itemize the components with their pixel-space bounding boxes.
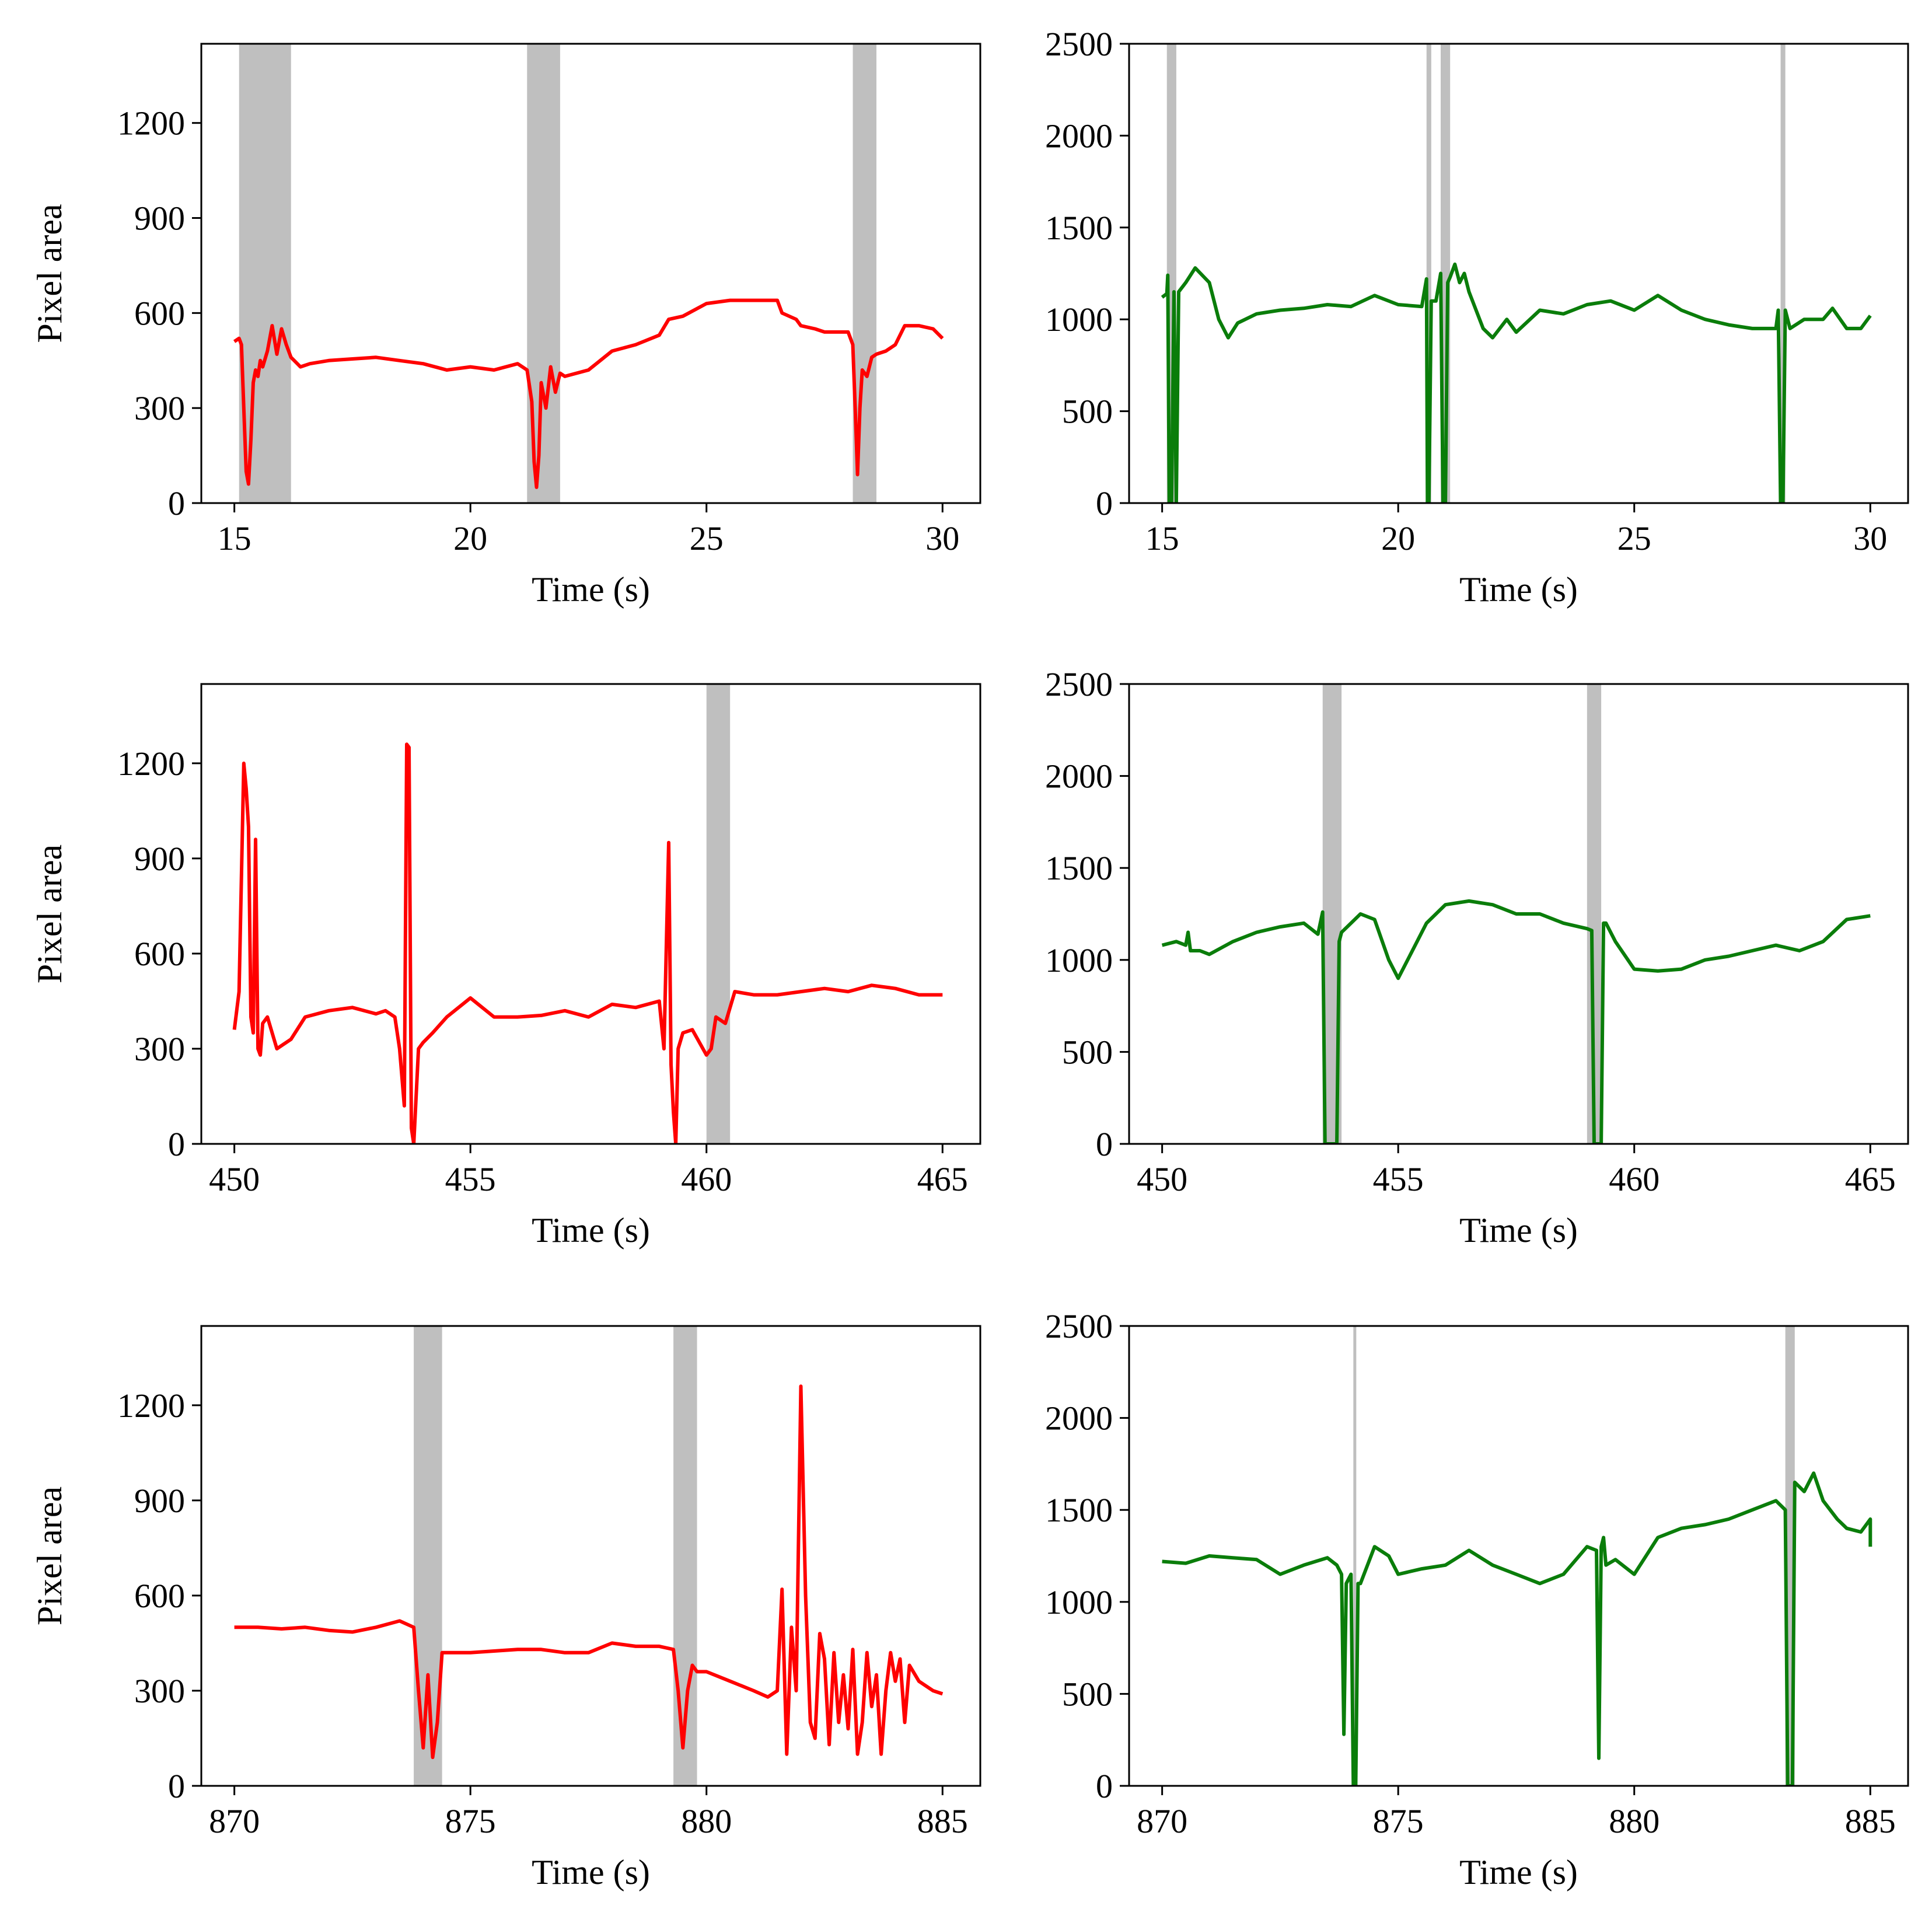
series-line-red <box>234 1384 944 1760</box>
y-tick-label: 1000 <box>1045 941 1113 979</box>
y-tick-label: 500 <box>1062 1675 1113 1713</box>
x-axis-label: Time (s) <box>532 1211 650 1250</box>
x-tick-label: 20 <box>453 519 487 557</box>
y-tick-label: 2500 <box>1045 25 1113 63</box>
series-line-green <box>1161 899 1871 1144</box>
x-tick-label: 885 <box>917 1802 968 1840</box>
x-tick-label: 25 <box>690 519 724 557</box>
y-tick-label: 1200 <box>117 104 185 142</box>
axes-frame <box>1128 43 1909 504</box>
y-tick-label: 2000 <box>1045 758 1113 795</box>
shaded-intervals <box>1353 1326 1795 1786</box>
y-tick-label: 600 <box>134 935 185 973</box>
y-tick-label: 600 <box>134 294 185 332</box>
x-tick-label: 875 <box>1373 1802 1424 1840</box>
x-tick-label: 880 <box>1609 1802 1660 1840</box>
shaded-interval-0 <box>239 44 291 503</box>
x-tick-label: 875 <box>445 1802 496 1840</box>
axes-frame <box>200 43 981 504</box>
shaded-interval-1 <box>1426 44 1431 503</box>
y-tick-label: 0 <box>1096 1125 1113 1163</box>
x-tick-label: 455 <box>445 1160 496 1198</box>
x-tick-label: 870 <box>209 1802 260 1840</box>
y-tick-label: 300 <box>134 1030 185 1068</box>
y-tick-label: 0 <box>168 484 185 522</box>
y-tick-label: 2000 <box>1045 117 1113 155</box>
y-axis-label: Pixel area <box>30 844 69 983</box>
x-tick-label: 880 <box>681 1802 732 1840</box>
axes-frame <box>1128 683 1909 1145</box>
x-tick-label: 30 <box>1853 519 1887 557</box>
x-tick-label: 455 <box>1373 1160 1424 1198</box>
series-line-green <box>1161 262 1872 503</box>
x-tick-label: 20 <box>1381 519 1415 557</box>
series-line-red <box>232 742 943 1144</box>
y-tick-label: 500 <box>1062 393 1113 431</box>
x-tick-label: 465 <box>917 1160 968 1198</box>
x-tick-label: 870 <box>1137 1802 1187 1840</box>
y-tick-label: 300 <box>134 389 185 427</box>
x-axis-label: Time (s) <box>1459 1211 1578 1250</box>
chart-panel-row3-right: 870 875 880 885 0 500 1000 1500 2000 2500 Time (s) <box>1045 1307 1909 1891</box>
x-tick-label: 450 <box>1137 1160 1187 1198</box>
x-tick-label: 460 <box>681 1160 732 1198</box>
x-tick-label: 460 <box>1609 1160 1660 1198</box>
chart-panel-row2-left: 450 455 460 465 0 300 600 900 1200 Time (s) Pixel … <box>30 683 981 1250</box>
x-axis-label: Time (s) <box>532 570 650 609</box>
y-tick-label: 900 <box>134 840 185 878</box>
shaded-interval-3 <box>1780 44 1786 503</box>
y-tick-label: 900 <box>134 200 185 238</box>
y-tick-label: 2500 <box>1045 665 1113 703</box>
shaded-intervals <box>1166 44 1786 503</box>
y-tick-label: 1200 <box>117 745 185 783</box>
y-axis-label: Pixel area <box>30 1486 69 1625</box>
y-tick-label: 600 <box>134 1577 185 1615</box>
y-tick-label: 300 <box>134 1672 185 1710</box>
x-axis-label: Time (s) <box>1459 570 1578 609</box>
series-line-green <box>1162 1471 1872 1786</box>
y-tick-label: 900 <box>134 1482 185 1520</box>
chart-panel-row1-right: 15 20 25 30 0 500 1000 1500 2000 2500 Time (s) <box>1045 25 1909 609</box>
y-tick-label: 1000 <box>1045 301 1113 338</box>
x-axis-label: Time (s) <box>1459 1853 1578 1891</box>
x-axis-label: Time (s) <box>532 1853 650 1891</box>
x-tick-label: 15 <box>1145 519 1179 557</box>
axes-frame <box>200 1325 981 1787</box>
y-tick-label: 0 <box>168 1125 185 1163</box>
shaded-intervals <box>239 44 876 503</box>
y-tick-label: 1500 <box>1045 1491 1113 1529</box>
y-tick-label: 2500 <box>1045 1307 1113 1345</box>
x-tick-label: 15 <box>218 519 251 557</box>
y-tick-label: 1000 <box>1045 1583 1113 1621</box>
y-tick-label: 2000 <box>1045 1400 1113 1437</box>
shaded-intervals <box>706 684 731 1144</box>
shaded-interval-0 <box>706 684 731 1144</box>
axes-frame <box>200 683 981 1145</box>
y-tick-label: 1500 <box>1045 209 1113 247</box>
chart-panel-row3-left: 870 875 880 885 0 300 600 900 1200 Time (s) Pixel … <box>30 1325 981 1891</box>
y-tick-label: 0 <box>1096 484 1113 522</box>
y-axis-label: Pixel area <box>30 204 69 343</box>
y-tick-label: 0 <box>1096 1767 1113 1805</box>
x-tick-label: 450 <box>209 1160 260 1198</box>
shaded-interval-0 <box>1353 1326 1357 1786</box>
series-line-red <box>233 298 944 489</box>
x-tick-label: 25 <box>1617 519 1651 557</box>
x-tick-label: 30 <box>925 519 959 557</box>
chart-panel-row2-right: 450 455 460 465 0 500 1000 1500 2000 2500 Time (s) <box>1045 665 1909 1250</box>
y-tick-label: 500 <box>1062 1033 1113 1071</box>
x-tick-label: 465 <box>1845 1160 1896 1198</box>
shaded-intervals <box>414 1326 697 1786</box>
y-tick-label: 0 <box>168 1767 185 1805</box>
y-tick-label: 1500 <box>1045 849 1113 887</box>
y-tick-label: 1200 <box>117 1387 185 1425</box>
axes-frame <box>1128 1325 1909 1787</box>
x-tick-label: 885 <box>1845 1802 1896 1840</box>
